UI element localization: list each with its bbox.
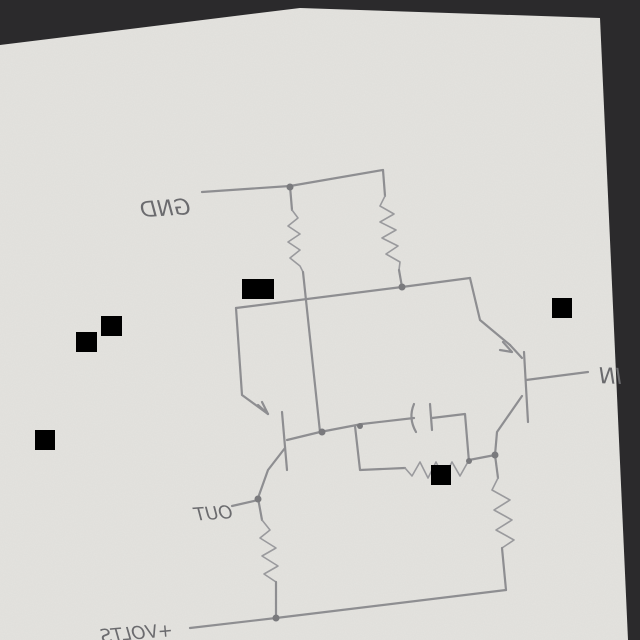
redaction-box [76, 332, 97, 352]
circuit-wires [188, 168, 590, 630]
in-label: IN [598, 364, 622, 390]
redaction-box [101, 316, 122, 336]
redaction-box [35, 430, 55, 450]
junction-dots [254, 183, 499, 622]
in-label-group: IN [598, 364, 622, 390]
paper-grain [0, 8, 628, 640]
out-label-group: OUT [191, 502, 233, 526]
redaction-boxes [35, 279, 572, 485]
out-label: OUT [191, 502, 233, 526]
gnd-label-group: GND [139, 195, 191, 223]
redaction-box [431, 465, 451, 485]
redaction-box [552, 298, 572, 318]
volts-label: +VOLTS [99, 620, 173, 640]
redaction-box [242, 279, 274, 299]
gnd-label: GND [139, 195, 191, 223]
volts-label-group: +VOLTS [99, 620, 173, 640]
